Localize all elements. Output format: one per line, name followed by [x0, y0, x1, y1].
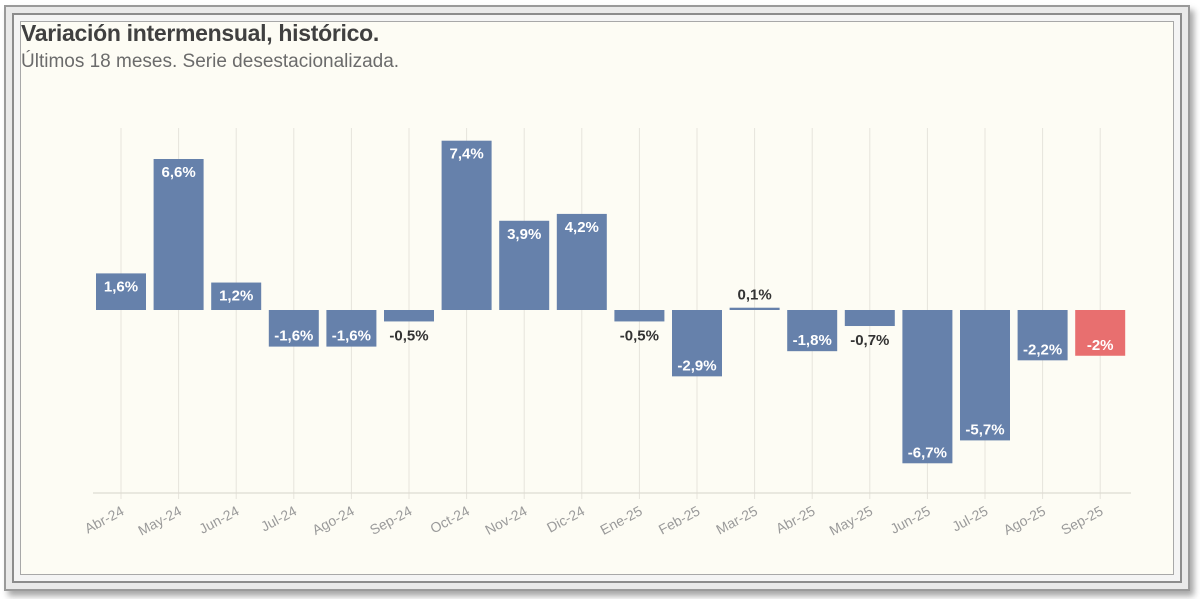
data-label: -2% [1087, 337, 1114, 354]
x-tick-label: Sep-25 [1058, 502, 1106, 537]
data-label: 0,1% [737, 287, 771, 304]
bar [556, 213, 607, 310]
bar [902, 310, 953, 464]
data-label: 3,9% [507, 226, 541, 243]
data-label: -0,5% [620, 327, 659, 344]
data-label: 4,2% [565, 219, 599, 236]
x-tick-label: May-25 [826, 502, 875, 538]
chart-title: Variación intermensual, histórico. [21, 20, 379, 46]
data-label: -0,5% [389, 327, 428, 344]
data-label: 1,6% [104, 278, 138, 295]
gridlines [120, 128, 1101, 499]
data-label: -1,8% [793, 332, 832, 349]
bar [153, 159, 204, 310]
bar [1075, 310, 1126, 356]
bar [384, 310, 434, 322]
data-label: 6,6% [161, 164, 195, 181]
bar [614, 310, 665, 322]
x-tick-label: Nov-24 [482, 502, 530, 537]
data-label: -2,2% [1023, 341, 1062, 358]
data-label: -1,6% [332, 328, 371, 345]
x-tick-label: Ago-25 [1001, 502, 1049, 537]
data-label: 1,2% [219, 288, 253, 305]
bar [499, 220, 550, 310]
data-label: -6,7% [908, 444, 947, 461]
x-tick-label: Sep-24 [367, 502, 415, 537]
x-tick-label: Jun-24 [196, 502, 241, 536]
x-tick-label: Mar-25 [713, 502, 760, 537]
x-tick-label: Ene-25 [597, 502, 645, 537]
data-label: -2,9% [677, 357, 716, 374]
bar [441, 140, 492, 310]
x-tick-label: Jul-24 [258, 502, 299, 534]
bar [787, 310, 838, 352]
x-tick-label: Oct-24 [427, 502, 472, 536]
x-tick-label: May-24 [135, 502, 184, 538]
bar [268, 310, 319, 347]
data-label: 7,4% [449, 146, 483, 163]
x-tick-label: Abr-25 [773, 502, 818, 536]
bar [960, 310, 1010, 441]
data-label: -5,7% [965, 421, 1004, 438]
bar [326, 310, 377, 347]
x-tick-label: Abr-24 [82, 502, 127, 536]
chart-subtitle: Últimos 18 meses. Serie desestacionaliza… [21, 51, 400, 72]
bar [672, 310, 722, 377]
x-tick-label: Feb-25 [656, 502, 703, 537]
data-label: -0,7% [850, 332, 889, 349]
bar [1017, 310, 1068, 361]
x-tick-label: Jun-25 [887, 502, 932, 536]
bar [729, 307, 780, 310]
x-tick-label: Jul-25 [949, 502, 990, 534]
bar [844, 310, 895, 327]
bar [96, 273, 146, 310]
x-tick-label: Dic-24 [544, 502, 587, 535]
bar [211, 282, 262, 310]
x-tick-label: Ago-24 [309, 502, 357, 537]
data-label: -1,6% [274, 328, 313, 345]
